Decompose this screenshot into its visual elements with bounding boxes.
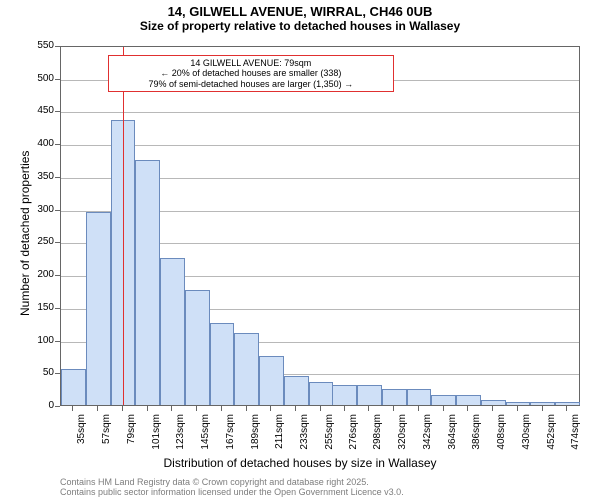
gridline: [61, 145, 579, 146]
y-tick-label: 300: [18, 204, 54, 215]
y-tick-label: 200: [18, 269, 54, 280]
x-tick-mark: [517, 406, 518, 411]
histogram-bar: [284, 376, 309, 405]
x-tick-mark: [542, 406, 543, 411]
histogram-bar: [185, 290, 210, 405]
histogram-bar: [86, 212, 111, 405]
annotation-line-3: 79% of semi-detached houses are larger (…: [113, 79, 389, 89]
x-tick-mark: [246, 406, 247, 411]
histogram-bar: [234, 333, 259, 405]
y-tick-mark: [55, 406, 60, 407]
plot-area: 14 GILWELL AVENUE: 79sqm ← 20% of detach…: [60, 46, 580, 406]
property-indicator-line: [123, 47, 124, 405]
x-tick-mark: [368, 406, 369, 411]
histogram-bar: [332, 385, 357, 405]
x-tick-mark: [97, 406, 98, 411]
histogram-bar: [407, 389, 432, 405]
annotation-line-2: ← 20% of detached houses are smaller (33…: [113, 68, 389, 78]
histogram-bar: [160, 258, 185, 405]
x-tick-mark: [196, 406, 197, 411]
y-tick-label: 0: [18, 400, 54, 411]
x-tick-mark: [320, 406, 321, 411]
x-tick-mark: [418, 406, 419, 411]
x-tick-mark: [467, 406, 468, 411]
x-tick-mark: [171, 406, 172, 411]
y-tick-label: 500: [18, 73, 54, 84]
chart-title-main: 14, GILWELL AVENUE, WIRRAL, CH46 0UB: [0, 4, 600, 19]
x-tick-mark: [295, 406, 296, 411]
y-tick-label: 550: [18, 40, 54, 51]
chart-title-block: 14, GILWELL AVENUE, WIRRAL, CH46 0UB Siz…: [0, 4, 600, 33]
y-tick-label: 50: [18, 367, 54, 378]
histogram-bar: [530, 402, 555, 405]
histogram-bar: [456, 395, 481, 405]
x-tick-mark: [270, 406, 271, 411]
histogram-bar: [61, 369, 86, 405]
histogram-bar: [506, 402, 531, 405]
histogram-bar: [431, 395, 456, 405]
annotation-box: 14 GILWELL AVENUE: 79sqm ← 20% of detach…: [108, 55, 394, 92]
chart-footer: Contains HM Land Registry data © Crown c…: [60, 477, 600, 497]
x-tick-mark: [72, 406, 73, 411]
footer-line-1: Contains HM Land Registry data © Crown c…: [60, 477, 600, 487]
y-tick-label: 450: [18, 105, 54, 116]
y-tick-label: 350: [18, 171, 54, 182]
y-tick-label: 250: [18, 236, 54, 247]
x-tick-mark: [122, 406, 123, 411]
histogram-bar: [481, 400, 506, 405]
x-axis-label: Distribution of detached houses by size …: [0, 456, 600, 470]
annotation-line-1: 14 GILWELL AVENUE: 79sqm: [113, 58, 389, 68]
y-tick-label: 100: [18, 335, 54, 346]
x-tick-mark: [393, 406, 394, 411]
histogram-bar: [382, 389, 407, 405]
x-tick-mark: [566, 406, 567, 411]
footer-line-2: Contains public sector information licen…: [60, 487, 600, 497]
y-tick-label: 400: [18, 138, 54, 149]
x-tick-mark: [147, 406, 148, 411]
x-tick-mark: [443, 406, 444, 411]
histogram-bar: [135, 160, 160, 405]
y-tick-label: 150: [18, 302, 54, 313]
chart-title-sub: Size of property relative to detached ho…: [0, 19, 600, 33]
histogram-bar: [210, 323, 235, 405]
x-tick-mark: [344, 406, 345, 411]
gridline: [61, 112, 579, 113]
x-tick-mark: [492, 406, 493, 411]
histogram-bar: [309, 382, 334, 405]
histogram-bar: [555, 402, 580, 405]
histogram-bar: [259, 356, 284, 405]
histogram-bar: [357, 385, 382, 405]
property-size-chart: 14, GILWELL AVENUE, WIRRAL, CH46 0UB Siz…: [0, 0, 600, 500]
x-tick-mark: [221, 406, 222, 411]
